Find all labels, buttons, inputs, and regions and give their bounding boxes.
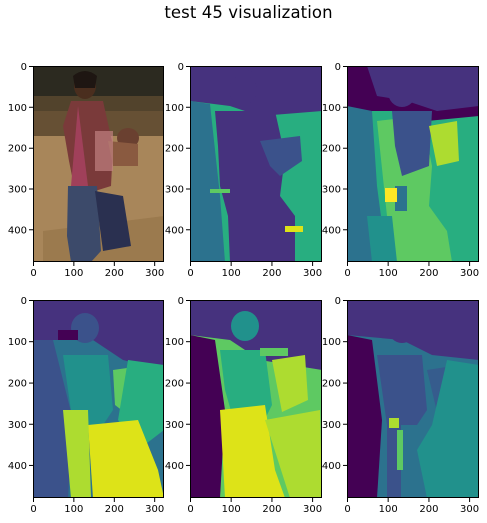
- y-tick-label: 300: [8, 185, 27, 196]
- y-tick-label: 0: [178, 296, 184, 307]
- axes-frame: [33, 300, 164, 498]
- y-tick-label: 100: [8, 337, 27, 348]
- y-tick-label: 300: [322, 185, 341, 196]
- y-tick-label: 100: [165, 337, 184, 348]
- segment-person-body: [63, 355, 113, 425]
- y-tick-label: 0: [21, 62, 27, 73]
- y-tick-label: 300: [165, 185, 184, 196]
- segment-person-body: [392, 111, 432, 176]
- y-tick-label: 300: [322, 420, 341, 431]
- y-tick-label: 200: [8, 379, 27, 390]
- y-tick-label: 300: [8, 420, 27, 431]
- x-tick-label: 100: [379, 504, 398, 515]
- x-tick-label: 200: [105, 268, 124, 279]
- y-tick-label: 200: [165, 379, 184, 390]
- y-tick-label: 200: [322, 379, 341, 390]
- x-tick-label: 300: [460, 504, 479, 515]
- y-tick-label: 400: [322, 461, 341, 472]
- y-tick-label: 300: [165, 420, 184, 431]
- x-tick-label: 200: [419, 504, 438, 515]
- x-tick-label: 0: [187, 504, 193, 515]
- x-tick-label: 300: [145, 268, 164, 279]
- axes-frame: [347, 66, 479, 262]
- y-tick-label: 100: [322, 103, 341, 114]
- axes-frame: [347, 300, 479, 498]
- y-tick-label: 100: [165, 103, 184, 114]
- y-tick-label: 400: [8, 225, 27, 236]
- y-tick-label: 400: [165, 461, 184, 472]
- x-tick-label: 100: [379, 268, 398, 279]
- segment-person-head: [231, 311, 259, 341]
- x-tick-label: 0: [344, 268, 350, 279]
- x-tick-label: 200: [262, 268, 281, 279]
- x-tick-label: 0: [30, 268, 36, 279]
- y-tick-label: 200: [8, 144, 27, 155]
- x-tick-label: 0: [30, 504, 36, 515]
- x-tick-label: 200: [105, 504, 124, 515]
- x-tick-label: 100: [64, 504, 83, 515]
- y-tick-label: 400: [165, 225, 184, 236]
- y-tick-label: 200: [165, 144, 184, 155]
- y-tick-label: 400: [8, 461, 27, 472]
- y-tick-label: 0: [335, 62, 341, 73]
- y-tick-label: 0: [178, 62, 184, 73]
- y-tick-label: 100: [322, 337, 341, 348]
- x-tick-label: 100: [64, 268, 83, 279]
- x-tick-label: 0: [187, 268, 193, 279]
- x-tick-label: 0: [344, 504, 350, 515]
- x-tick-label: 300: [460, 268, 479, 279]
- x-tick-label: 200: [419, 268, 438, 279]
- x-tick-label: 300: [303, 268, 322, 279]
- y-tick-label: 200: [322, 144, 341, 155]
- segment-person-head: [388, 313, 416, 343]
- y-tick-label: 0: [335, 296, 341, 307]
- x-tick-label: 300: [303, 504, 322, 515]
- x-tick-label: 300: [145, 504, 164, 515]
- segment-person-head: [388, 77, 416, 107]
- y-tick-label: 0: [21, 296, 27, 307]
- x-tick-label: 100: [222, 504, 241, 515]
- x-tick-label: 100: [222, 268, 241, 279]
- axes-frame: [33, 66, 164, 262]
- axes-frame: [190, 66, 322, 262]
- x-tick-label: 200: [262, 504, 281, 515]
- y-tick-label: 100: [8, 103, 27, 114]
- axes-frame: [190, 300, 322, 498]
- segment-person-body: [377, 355, 427, 425]
- figure-title: test 45 visualization: [164, 3, 333, 22]
- y-tick-label: 400: [322, 225, 341, 236]
- segment-person-head: [229, 75, 257, 105]
